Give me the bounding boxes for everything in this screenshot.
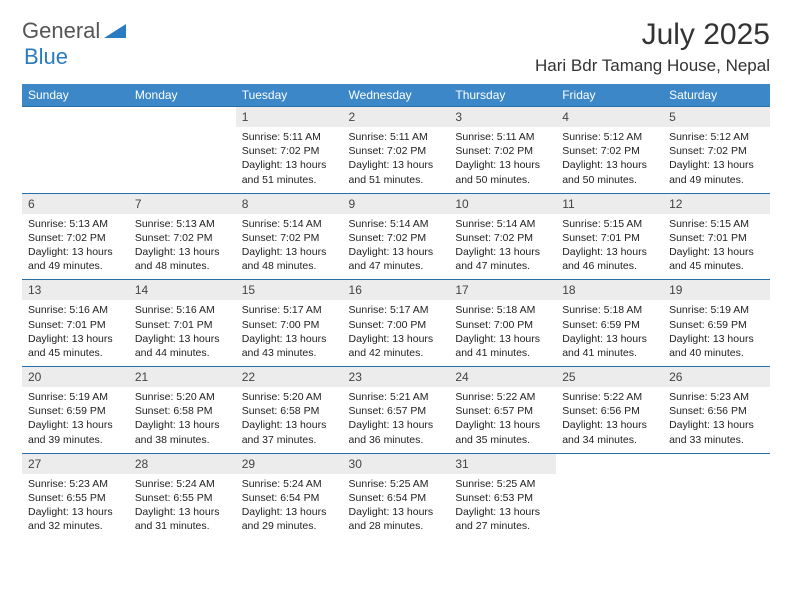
- day-detail-cell: Sunrise: 5:24 AMSunset: 6:55 PMDaylight:…: [129, 474, 236, 540]
- day-detail-cell: Sunrise: 5:15 AMSunset: 7:01 PMDaylight:…: [663, 214, 770, 280]
- day-number-cell: 30: [343, 453, 450, 474]
- day-number-cell: 2: [343, 107, 450, 128]
- day-number-cell: 26: [663, 367, 770, 388]
- weekday-header: Friday: [556, 84, 663, 107]
- day-detail-row: Sunrise: 5:16 AMSunset: 7:01 PMDaylight:…: [22, 300, 770, 366]
- day-number-row: 6789101112: [22, 193, 770, 214]
- day-detail-cell: Sunrise: 5:23 AMSunset: 6:56 PMDaylight:…: [663, 387, 770, 453]
- day-number-cell: 20: [22, 367, 129, 388]
- day-detail-cell: Sunrise: 5:18 AMSunset: 7:00 PMDaylight:…: [449, 300, 556, 366]
- day-number-cell: 5: [663, 107, 770, 128]
- day-detail-cell: Sunrise: 5:14 AMSunset: 7:02 PMDaylight:…: [343, 214, 450, 280]
- day-number-cell: 9: [343, 193, 450, 214]
- day-detail-cell: Sunrise: 5:13 AMSunset: 7:02 PMDaylight:…: [22, 214, 129, 280]
- brand-part1: General: [22, 18, 100, 44]
- day-number-cell: 27: [22, 453, 129, 474]
- day-number-cell: 24: [449, 367, 556, 388]
- brand-logo: General: [22, 18, 128, 44]
- day-number-cell: 29: [236, 453, 343, 474]
- day-detail-cell: Sunrise: 5:14 AMSunset: 7:02 PMDaylight:…: [236, 214, 343, 280]
- day-detail-cell: Sunrise: 5:25 AMSunset: 6:54 PMDaylight:…: [343, 474, 450, 540]
- day-number-cell: [556, 453, 663, 474]
- brand-triangle-icon: [104, 20, 126, 43]
- day-detail-cell: Sunrise: 5:17 AMSunset: 7:00 PMDaylight:…: [343, 300, 450, 366]
- day-detail-cell: Sunrise: 5:11 AMSunset: 7:02 PMDaylight:…: [236, 127, 343, 193]
- brand-part2: Blue: [24, 44, 68, 70]
- day-number-cell: 4: [556, 107, 663, 128]
- day-detail-row: Sunrise: 5:13 AMSunset: 7:02 PMDaylight:…: [22, 214, 770, 280]
- day-number-row: 20212223242526: [22, 367, 770, 388]
- weekday-header: Tuesday: [236, 84, 343, 107]
- day-number-cell: 7: [129, 193, 236, 214]
- day-detail-cell: [663, 474, 770, 540]
- day-number-row: 13141516171819: [22, 280, 770, 301]
- month-title: July 2025: [535, 18, 770, 52]
- day-number-row: 2728293031: [22, 453, 770, 474]
- day-detail-cell: Sunrise: 5:16 AMSunset: 7:01 PMDaylight:…: [129, 300, 236, 366]
- day-detail-cell: Sunrise: 5:15 AMSunset: 7:01 PMDaylight:…: [556, 214, 663, 280]
- location: Hari Bdr Tamang House, Nepal: [535, 56, 770, 76]
- weekday-header: Wednesday: [343, 84, 450, 107]
- day-number-cell: 13: [22, 280, 129, 301]
- day-number-cell: 12: [663, 193, 770, 214]
- day-number-cell: 15: [236, 280, 343, 301]
- day-detail-cell: [556, 474, 663, 540]
- calendar-body: 12345 Sunrise: 5:11 AMSunset: 7:02 PMDay…: [22, 107, 770, 540]
- day-detail-cell: Sunrise: 5:12 AMSunset: 7:02 PMDaylight:…: [663, 127, 770, 193]
- day-number-row: 12345: [22, 107, 770, 128]
- day-number-cell: [129, 107, 236, 128]
- day-detail-cell: Sunrise: 5:16 AMSunset: 7:01 PMDaylight:…: [22, 300, 129, 366]
- day-detail-cell: Sunrise: 5:21 AMSunset: 6:57 PMDaylight:…: [343, 387, 450, 453]
- day-number-cell: 22: [236, 367, 343, 388]
- day-detail-cell: Sunrise: 5:24 AMSunset: 6:54 PMDaylight:…: [236, 474, 343, 540]
- day-number-cell: 25: [556, 367, 663, 388]
- day-number-cell: 6: [22, 193, 129, 214]
- day-detail-cell: Sunrise: 5:13 AMSunset: 7:02 PMDaylight:…: [129, 214, 236, 280]
- day-detail-cell: Sunrise: 5:19 AMSunset: 6:59 PMDaylight:…: [663, 300, 770, 366]
- day-number-cell: 18: [556, 280, 663, 301]
- weekday-header-row: SundayMondayTuesdayWednesdayThursdayFrid…: [22, 84, 770, 107]
- day-detail-cell: Sunrise: 5:20 AMSunset: 6:58 PMDaylight:…: [236, 387, 343, 453]
- day-number-cell: 16: [343, 280, 450, 301]
- day-detail-cell: Sunrise: 5:19 AMSunset: 6:59 PMDaylight:…: [22, 387, 129, 453]
- day-detail-cell: [22, 127, 129, 193]
- day-number-cell: [663, 453, 770, 474]
- day-number-cell: 11: [556, 193, 663, 214]
- day-detail-cell: [129, 127, 236, 193]
- calendar-table: SundayMondayTuesdayWednesdayThursdayFrid…: [22, 84, 770, 539]
- day-detail-cell: Sunrise: 5:12 AMSunset: 7:02 PMDaylight:…: [556, 127, 663, 193]
- day-detail-cell: Sunrise: 5:14 AMSunset: 7:02 PMDaylight:…: [449, 214, 556, 280]
- day-number-cell: 1: [236, 107, 343, 128]
- day-detail-cell: Sunrise: 5:23 AMSunset: 6:55 PMDaylight:…: [22, 474, 129, 540]
- day-number-cell: 17: [449, 280, 556, 301]
- weekday-header: Sunday: [22, 84, 129, 107]
- day-detail-row: Sunrise: 5:23 AMSunset: 6:55 PMDaylight:…: [22, 474, 770, 540]
- weekday-header: Saturday: [663, 84, 770, 107]
- day-number-cell: 14: [129, 280, 236, 301]
- day-detail-cell: Sunrise: 5:11 AMSunset: 7:02 PMDaylight:…: [449, 127, 556, 193]
- day-detail-cell: Sunrise: 5:25 AMSunset: 6:53 PMDaylight:…: [449, 474, 556, 540]
- day-number-cell: 23: [343, 367, 450, 388]
- day-number-cell: [22, 107, 129, 128]
- day-number-cell: 3: [449, 107, 556, 128]
- day-detail-cell: Sunrise: 5:18 AMSunset: 6:59 PMDaylight:…: [556, 300, 663, 366]
- title-block: July 2025 Hari Bdr Tamang House, Nepal: [535, 18, 770, 76]
- day-detail-cell: Sunrise: 5:17 AMSunset: 7:00 PMDaylight:…: [236, 300, 343, 366]
- header: General July 2025 Hari Bdr Tamang House,…: [22, 18, 770, 76]
- day-detail-row: Sunrise: 5:19 AMSunset: 6:59 PMDaylight:…: [22, 387, 770, 453]
- weekday-header: Thursday: [449, 84, 556, 107]
- day-number-cell: 10: [449, 193, 556, 214]
- day-number-cell: 8: [236, 193, 343, 214]
- day-detail-row: Sunrise: 5:11 AMSunset: 7:02 PMDaylight:…: [22, 127, 770, 193]
- day-number-cell: 21: [129, 367, 236, 388]
- day-detail-cell: Sunrise: 5:22 AMSunset: 6:57 PMDaylight:…: [449, 387, 556, 453]
- day-number-cell: 28: [129, 453, 236, 474]
- day-number-cell: 19: [663, 280, 770, 301]
- day-detail-cell: Sunrise: 5:20 AMSunset: 6:58 PMDaylight:…: [129, 387, 236, 453]
- weekday-header: Monday: [129, 84, 236, 107]
- day-detail-cell: Sunrise: 5:11 AMSunset: 7:02 PMDaylight:…: [343, 127, 450, 193]
- day-detail-cell: Sunrise: 5:22 AMSunset: 6:56 PMDaylight:…: [556, 387, 663, 453]
- day-number-cell: 31: [449, 453, 556, 474]
